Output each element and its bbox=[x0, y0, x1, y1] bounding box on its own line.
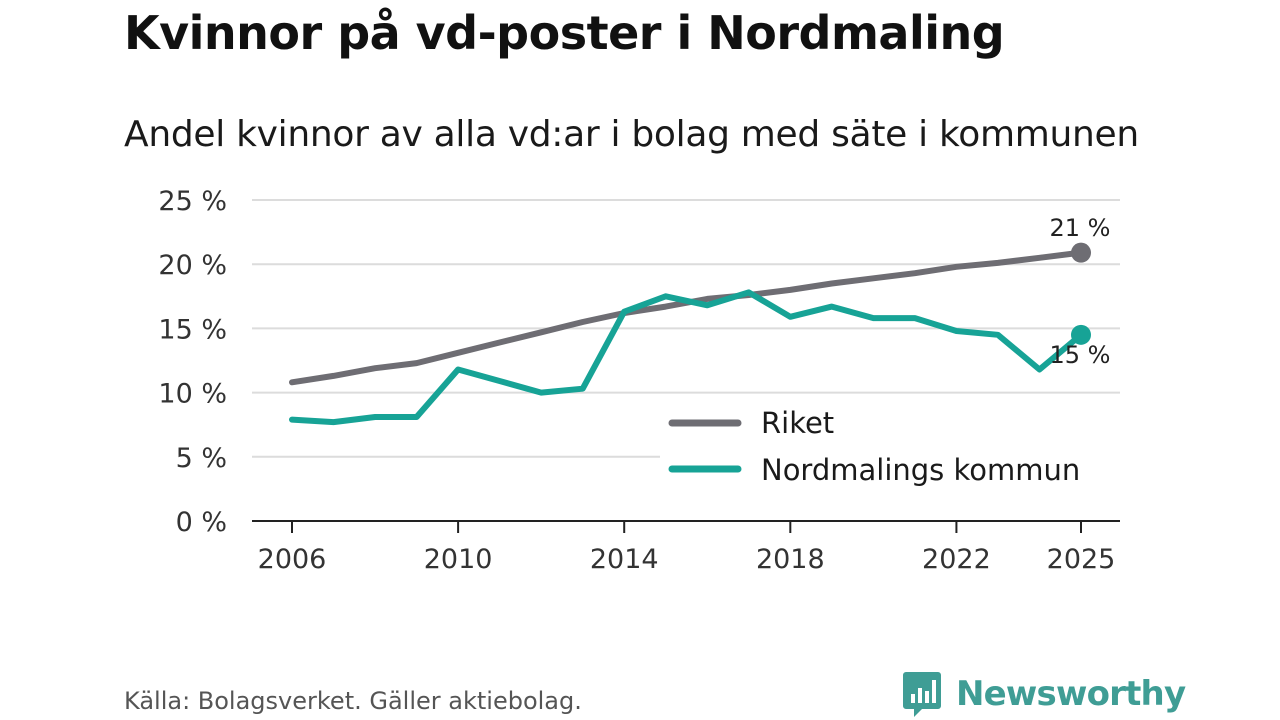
x-tick-label-2018: 2018 bbox=[756, 544, 825, 575]
y-tick-label-10: 10 % bbox=[158, 379, 227, 410]
x-tick-label-2025: 2025 bbox=[1047, 544, 1116, 575]
y-tick-label-0: 0 % bbox=[176, 507, 227, 538]
end-point-riket bbox=[1071, 242, 1091, 263]
y-tick-label-5: 5 % bbox=[176, 443, 227, 474]
legend-label-riket: Riket bbox=[761, 406, 834, 440]
y-tick-label-15: 15 % bbox=[158, 314, 227, 345]
series-line-riket bbox=[289, 249, 1084, 386]
end-label-riket: 21 % bbox=[1050, 214, 1111, 242]
brand-logo: Newsworthy bbox=[902, 670, 1186, 718]
newsworthy-logo-icon bbox=[903, 672, 941, 717]
legend: Riket Nordmalings kommun bbox=[660, 402, 1120, 498]
chart-title: Kvinnor på vd-poster i Nordmaling bbox=[124, 6, 1005, 60]
y-tick-label-25: 25 % bbox=[158, 186, 227, 217]
x-tick-label-2014: 2014 bbox=[590, 544, 659, 575]
x-tick-label-2022: 2022 bbox=[922, 544, 991, 575]
y-tick-label-20: 20 % bbox=[158, 250, 227, 281]
line-chart: 0 %5 %10 %15 %20 %25 % 2006 2010 2014 2018 2… bbox=[158, 186, 1120, 575]
legend-background bbox=[660, 402, 1120, 498]
legend-label-nordmaling: Nordmalings kommun bbox=[761, 453, 1080, 487]
y-axis-ticks: 0 % 5 % 10 % 15 % 20 % 25 % bbox=[158, 186, 227, 538]
x-tick-label-2006: 2006 bbox=[258, 544, 327, 575]
end-labels: 21 % 15 % bbox=[1050, 214, 1111, 369]
brand-name: Newsworthy bbox=[956, 674, 1186, 714]
end-point-nordmalings-kommun bbox=[1071, 324, 1091, 345]
series-line-nordmalings-kommun bbox=[289, 289, 1084, 426]
x-tick-label-2010: 2010 bbox=[424, 544, 493, 575]
x-axis-ticks: 2006 2010 2014 2018 2022 2025 bbox=[258, 521, 1116, 575]
chart-subtitle: Andel kvinnor av alla vd:ar i bolag med … bbox=[124, 114, 1139, 155]
series-lines bbox=[289, 242, 1091, 426]
end-label-nordmaling: 15 % bbox=[1050, 341, 1111, 369]
source-note: Källa: Bolagsverket. Gäller aktiebolag. bbox=[124, 687, 582, 715]
